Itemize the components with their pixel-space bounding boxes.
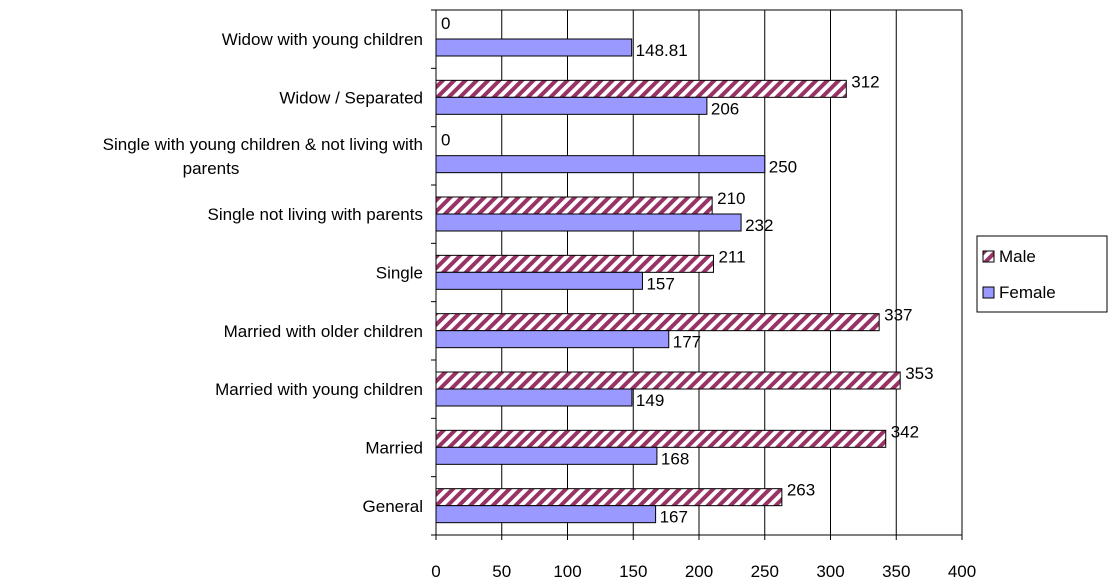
plot-area: 263 167 General 342 168 Married 353 149 Married … — [103, 9, 976, 581]
legend-label-female: Female — [999, 283, 1056, 302]
bar-male-3 — [435, 313, 880, 332]
x-tick-label-7: 350 — [882, 562, 910, 581]
category-label-6-line-1: parents — [183, 159, 240, 178]
data-label-female-7: 206 — [711, 99, 739, 118]
legend-frame — [976, 235, 1108, 313]
data-label-female-4: 157 — [646, 274, 674, 293]
bar-male-1 — [435, 429, 887, 448]
bar-female-6 — [435, 155, 766, 174]
category-label-6-line-0: Single with young children & not living … — [103, 135, 423, 154]
category-label-5: Single not living with parents — [208, 205, 423, 224]
category-label-8: Widow with young children — [222, 30, 423, 49]
bar-female-1 — [435, 446, 658, 465]
x-tick-label-1: 50 — [492, 562, 511, 581]
category-label-3: Married with older children — [224, 322, 423, 341]
data-label-male-2: 353 — [905, 364, 933, 383]
x-tick-label-3: 150 — [619, 562, 647, 581]
x-tick-label-4: 200 — [685, 562, 713, 581]
category-label-0: General — [363, 497, 423, 516]
data-label-female-2: 149 — [636, 391, 664, 410]
data-label-male-1: 342 — [891, 422, 919, 441]
category-label-4: Single — [376, 264, 423, 283]
data-label-female-0: 167 — [660, 508, 688, 527]
bar-female-4 — [435, 271, 643, 290]
data-label-male-6: 0 — [441, 131, 450, 150]
x-tick-label-0: 0 — [431, 562, 440, 581]
bar-female-0 — [435, 505, 657, 524]
data-label-male-0: 263 — [787, 481, 815, 500]
bar-female-7 — [435, 96, 708, 115]
data-label-female-6: 250 — [769, 158, 797, 177]
legend: Male Female — [976, 235, 1108, 313]
data-label-female-1: 168 — [661, 449, 689, 468]
data-label-male-8: 0 — [441, 14, 450, 33]
bar-male-5 — [435, 196, 713, 215]
bar-male-4 — [435, 254, 714, 273]
data-label-male-5: 210 — [717, 189, 745, 208]
category-label-7: Widow / Separated — [279, 89, 423, 108]
x-tick-label-2: 100 — [553, 562, 581, 581]
bar-male-0 — [435, 488, 783, 507]
x-tick-label-8: 400 — [948, 562, 976, 581]
bar-male-2 — [435, 371, 901, 390]
data-label-male-3: 337 — [884, 306, 912, 325]
category-label-1: Married — [365, 439, 423, 458]
category-label-2: Married with young children — [215, 380, 423, 399]
legend-swatch-male — [982, 250, 995, 263]
data-label-female-3: 177 — [673, 333, 701, 352]
bar-female-3 — [435, 330, 670, 349]
x-tick-label-5: 250 — [751, 562, 779, 581]
data-label-male-4: 211 — [718, 247, 745, 266]
legend-swatch-female — [982, 286, 995, 299]
x-tick-label-6: 300 — [816, 562, 844, 581]
data-label-female-5: 232 — [745, 216, 773, 235]
legend-label-male: Male — [999, 247, 1036, 266]
bar-female-5 — [435, 213, 742, 232]
bar-female-8 — [435, 38, 633, 57]
bar-female-2 — [435, 388, 633, 407]
data-label-female-8: 148.81 — [636, 41, 688, 60]
bar-male-7 — [435, 79, 847, 98]
data-label-male-7: 312 — [851, 72, 879, 91]
